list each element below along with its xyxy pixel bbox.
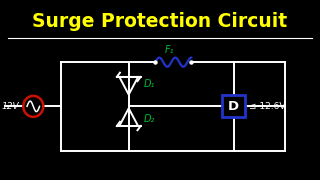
Text: 12V: 12V	[2, 102, 20, 111]
FancyBboxPatch shape	[222, 95, 245, 118]
Text: Surge Protection Circuit: Surge Protection Circuit	[32, 12, 288, 31]
Text: D: D	[228, 100, 239, 113]
Text: D₁: D₁	[144, 79, 155, 89]
Text: ≤ 12.6V: ≤ 12.6V	[250, 102, 286, 111]
Text: F₁: F₁	[165, 45, 174, 55]
Text: D₂: D₂	[144, 114, 155, 124]
